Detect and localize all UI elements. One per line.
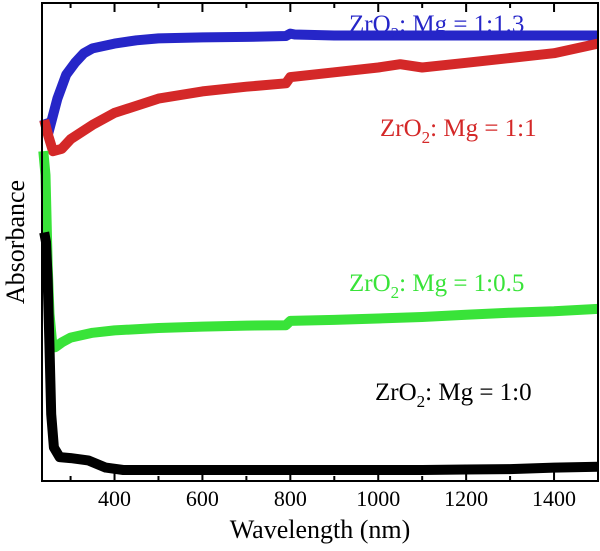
series-line-mg-1-0 <box>39 231 599 475</box>
series-line-mg-1-0-5 <box>38 150 599 353</box>
series-label-mg-1-0-5: ZrO2: Mg = 1:0.5 <box>349 270 524 302</box>
series-label-mg-1-1-3: ZrO2: Mg = 1:1.3 <box>349 11 524 43</box>
plot-frame <box>41 2 599 482</box>
series-labels: ZrO2: Mg = 1:1.3 ZrO2: Mg = 1:1 ZrO2: Mg =… <box>349 11 537 411</box>
y-axis-label: Absorbance <box>1 180 30 304</box>
series-layer <box>38 28 600 475</box>
series-label-mg-1-1: ZrO2: Mg = 1:1 <box>380 115 537 147</box>
x-tick-label: 400 <box>98 486 131 511</box>
x-tick-label: 1400 <box>532 486 576 511</box>
x-tick-label: 800 <box>274 486 307 511</box>
x-tick-label: 600 <box>186 486 219 511</box>
series-line-mg-1-1 <box>39 38 600 157</box>
series-line-mg-1-1-3 <box>39 28 598 138</box>
x-tick-label: 1200 <box>444 486 488 511</box>
x-axis-ticks: 400 600 800 1000 1200 1400 <box>69 3 599 511</box>
x-tick-label: 1000 <box>356 486 400 511</box>
series-label-mg-1-0: ZrO2: Mg = 1:0 <box>375 379 532 411</box>
x-axis-label: Wavelength (nm) <box>230 515 411 544</box>
